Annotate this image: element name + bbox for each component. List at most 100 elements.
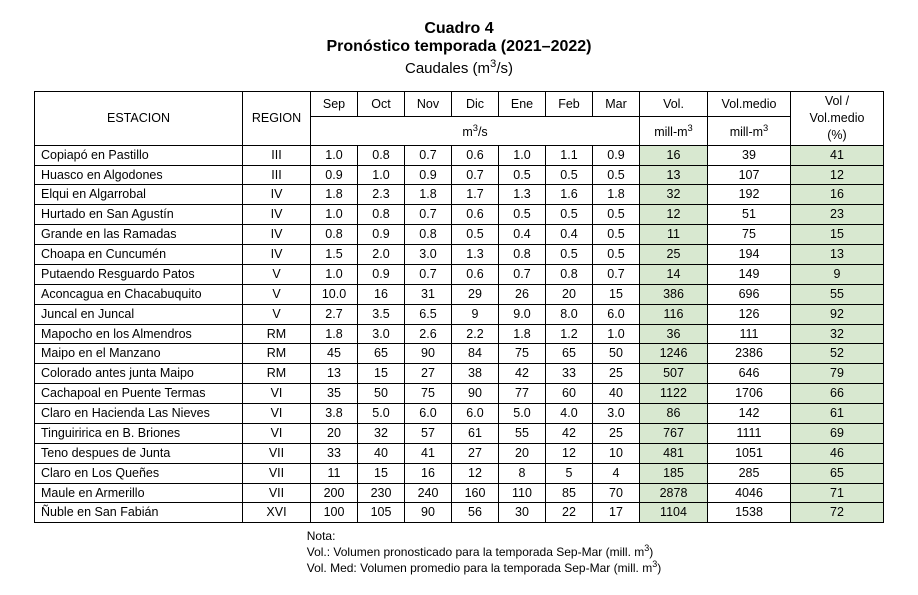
cell-estacion: Elqui en Algarrobal	[35, 185, 243, 205]
table-row: Claro en Los QueñesVII111516128541852856…	[35, 463, 884, 483]
table-row: Elqui en AlgarrobalIV1.82.31.81.71.31.61…	[35, 185, 884, 205]
cell-region: III	[243, 145, 311, 165]
cell-month: 40	[358, 443, 405, 463]
cell-vol: 12	[640, 205, 708, 225]
cell-pct: 55	[791, 284, 884, 304]
cell-month: 1.0	[311, 145, 358, 165]
cell-month: 60	[546, 384, 593, 404]
cell-pct: 79	[791, 364, 884, 384]
cell-region: VI	[243, 404, 311, 424]
cell-volmed: 51	[708, 205, 791, 225]
cell-month: 110	[499, 483, 546, 503]
notes-l2-post: )	[657, 561, 661, 575]
hdr-vol-unit: mill-m3	[640, 117, 708, 145]
hdr-month-mar: Mar	[593, 92, 640, 117]
cell-month: 8.0	[546, 304, 593, 324]
hdr-volmed-unit-pre: mill-m	[730, 125, 763, 139]
cell-month: 0.5	[593, 165, 640, 185]
hdr-month-ene: Ene	[499, 92, 546, 117]
title-main: Pronóstico temporada (2021–2022)	[30, 38, 888, 56]
forecast-table: ESTACION REGION Sep Oct Nov Dic Ene Feb …	[34, 91, 884, 523]
cell-month: 1.0	[499, 145, 546, 165]
cell-month: 1.6	[546, 185, 593, 205]
cell-month: 0.8	[546, 264, 593, 284]
cell-month: 240	[405, 483, 452, 503]
table-row: Grande en las RamadasIV0.80.90.80.50.40.…	[35, 225, 884, 245]
hdr-unit-pre: m	[462, 125, 472, 139]
table-body: Copiapó en PastilloIII1.00.80.70.61.01.1…	[35, 145, 884, 523]
cell-estacion: Huasco en Algodones	[35, 165, 243, 185]
cell-pct: 46	[791, 443, 884, 463]
hdr-month-dic: Dic	[452, 92, 499, 117]
hdr-ratio: Vol / Vol.medio (%)	[791, 92, 884, 146]
cell-region: VI	[243, 384, 311, 404]
cell-estacion: Colorado antes junta Maipo	[35, 364, 243, 384]
cell-pct: 66	[791, 384, 884, 404]
cell-month: 230	[358, 483, 405, 503]
cell-vol: 116	[640, 304, 708, 324]
cell-vol: 481	[640, 443, 708, 463]
table-row: Maipo en el ManzanoRM4565908475655012462…	[35, 344, 884, 364]
cell-month: 0.8	[405, 225, 452, 245]
cell-volmed: 107	[708, 165, 791, 185]
cell-pct: 61	[791, 404, 884, 424]
cell-volmed: 2386	[708, 344, 791, 364]
cell-month: 70	[593, 483, 640, 503]
cell-region: V	[243, 284, 311, 304]
cell-pct: 23	[791, 205, 884, 225]
cell-volmed: 142	[708, 404, 791, 424]
cell-month: 26	[499, 284, 546, 304]
cell-month: 0.6	[452, 205, 499, 225]
cell-pct: 41	[791, 145, 884, 165]
cell-vol: 1122	[640, 384, 708, 404]
cell-volmed: 194	[708, 245, 791, 265]
cell-month: 20	[499, 443, 546, 463]
cell-volmed: 285	[708, 463, 791, 483]
cell-month: 1.0	[311, 205, 358, 225]
cell-month: 75	[499, 344, 546, 364]
hdr-unit-post: /s	[478, 125, 488, 139]
cell-month: 65	[546, 344, 593, 364]
cell-region: VII	[243, 483, 311, 503]
hdr-month-feb: Feb	[546, 92, 593, 117]
cell-estacion: Claro en Los Queñes	[35, 463, 243, 483]
notes-l1-post: )	[649, 545, 653, 559]
cell-month: 11	[311, 463, 358, 483]
cell-region: III	[243, 165, 311, 185]
cell-region: IV	[243, 225, 311, 245]
cell-pct: 92	[791, 304, 884, 324]
cell-vol: 13	[640, 165, 708, 185]
cell-month: 65	[358, 344, 405, 364]
cell-vol: 1104	[640, 503, 708, 523]
cell-vol: 36	[640, 324, 708, 344]
cell-month: 1.0	[358, 165, 405, 185]
cell-vol: 185	[640, 463, 708, 483]
cell-month: 40	[593, 384, 640, 404]
cell-month: 1.3	[499, 185, 546, 205]
cell-month: 12	[452, 463, 499, 483]
cell-month: 0.5	[593, 205, 640, 225]
cell-month: 61	[452, 423, 499, 443]
notes-block: Nota: Vol.: Volumen pronosticado para la…	[257, 529, 662, 575]
cell-pct: 71	[791, 483, 884, 503]
cell-month: 3.0	[358, 324, 405, 344]
cell-month: 0.8	[358, 145, 405, 165]
hdr-unit: m3/s	[311, 117, 640, 145]
cell-month: 1.8	[311, 185, 358, 205]
cell-estacion: Grande en las Ramadas	[35, 225, 243, 245]
cell-estacion: Copiapó en Pastillo	[35, 145, 243, 165]
cell-month: 15	[358, 364, 405, 384]
cell-vol: 767	[640, 423, 708, 443]
cell-month: 20	[546, 284, 593, 304]
table-row: Juncal en JuncalV2.73.56.599.08.06.01161…	[35, 304, 884, 324]
title-block: Cuadro 4 Pronóstico temporada (2021–2022…	[30, 20, 888, 77]
table-row: Mapocho en los AlmendrosRM1.83.02.62.21.…	[35, 324, 884, 344]
cell-volmed: 1538	[708, 503, 791, 523]
cell-pct: 72	[791, 503, 884, 523]
cell-month: 5.0	[499, 404, 546, 424]
cell-month: 0.6	[452, 264, 499, 284]
cell-month: 42	[546, 423, 593, 443]
cell-volmed: 646	[708, 364, 791, 384]
table-row: Tinguiririca en B. BrionesVI203257615542…	[35, 423, 884, 443]
cell-region: RM	[243, 364, 311, 384]
